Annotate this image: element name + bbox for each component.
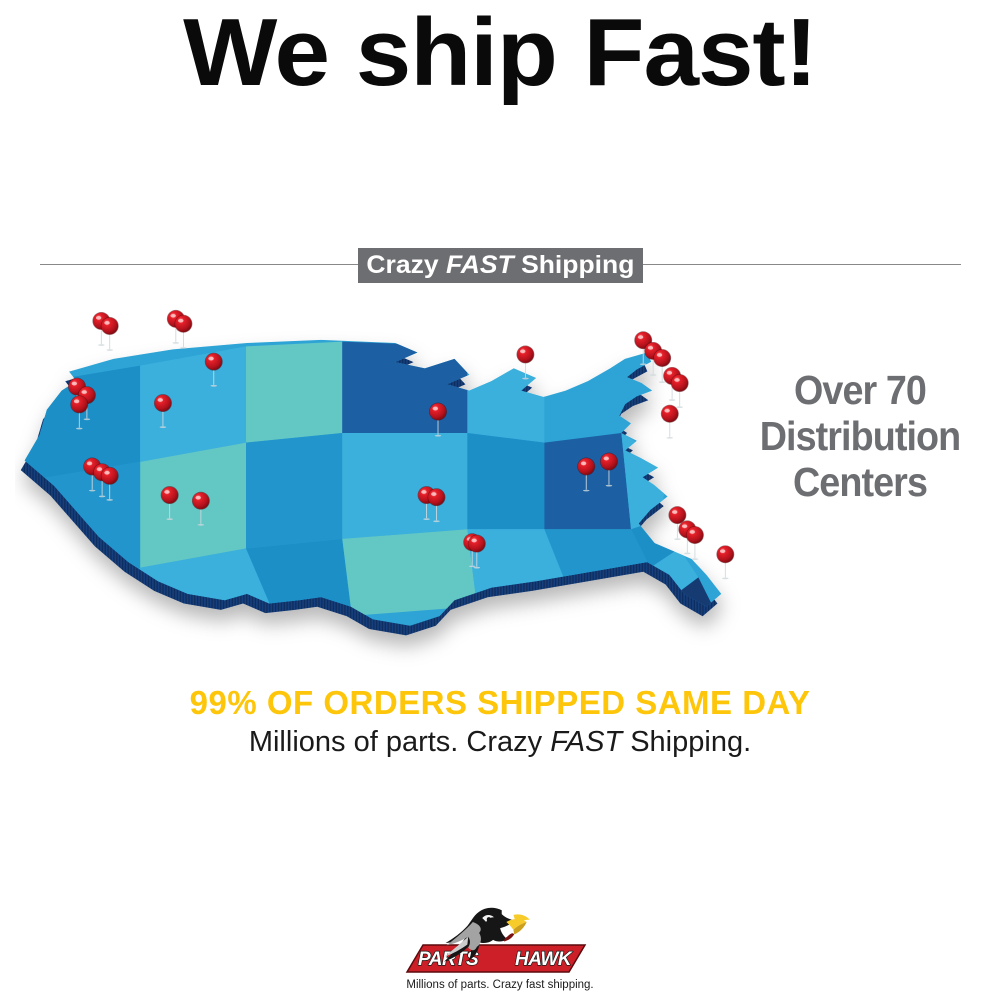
- svg-text:HAWK: HAWK: [515, 949, 573, 970]
